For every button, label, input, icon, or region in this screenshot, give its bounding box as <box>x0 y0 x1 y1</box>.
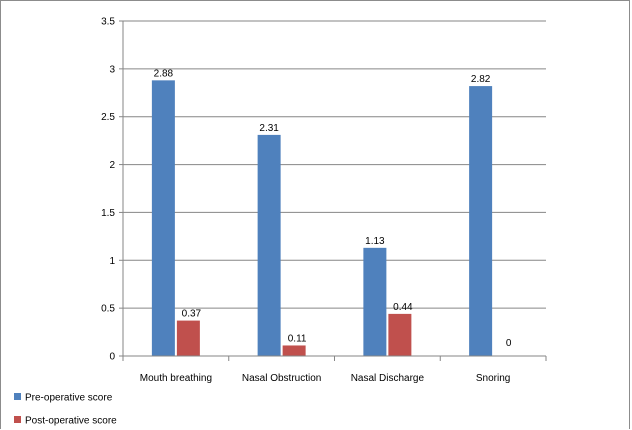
data-label: 2.31 <box>259 123 279 134</box>
bar <box>469 86 493 356</box>
data-label: 0.44 <box>393 302 413 313</box>
data-label: 2.88 <box>154 68 174 79</box>
data-label: 0 <box>506 338 512 349</box>
gridlines <box>123 20 546 309</box>
x-category-labels: Mouth breathing Nasal Obstruction Nasal Di… <box>140 373 511 384</box>
y-tick-label: 2.5 <box>101 112 115 123</box>
legend-label: Post-operative score <box>25 416 117 427</box>
bar <box>388 313 412 356</box>
legend: Pre-operative score Post-operative score <box>14 393 117 427</box>
legend-swatch <box>14 393 21 400</box>
y-tick-label: 0 <box>109 352 115 363</box>
y-tick-label: 1.5 <box>101 208 115 219</box>
bar <box>176 320 200 356</box>
data-label: 0.37 <box>182 309 202 320</box>
bar <box>151 80 175 356</box>
y-tick-label: 0.5 <box>101 304 115 315</box>
legend-label: Pre-operative score <box>25 393 113 404</box>
y-tick-label: 1 <box>109 256 115 267</box>
bar <box>257 134 281 356</box>
legend-swatch <box>14 416 21 423</box>
y-tick-label: 3.5 <box>101 17 115 28</box>
data-label: 0.11 <box>288 333 307 344</box>
bar <box>282 345 306 356</box>
x-category-label: Mouth breathing <box>140 373 212 384</box>
data-labels: 2.88 0.37 2.31 0.11 1.13 0.44 2.82 0 <box>154 68 512 349</box>
y-tick-labels: 0 0.5 1 1.5 2 2.5 3 3.5 <box>101 17 115 363</box>
bar <box>363 247 387 356</box>
y-tick-label: 2 <box>109 160 115 171</box>
y-tick-label: 3 <box>109 64 115 75</box>
x-category-label: Nasal Discharge <box>351 373 425 384</box>
x-category-label: Snoring <box>476 373 510 384</box>
bars <box>151 80 493 356</box>
data-label: 2.82 <box>471 74 491 85</box>
axes <box>119 20 547 361</box>
x-category-label: Nasal Obstruction <box>242 373 321 384</box>
data-label: 1.13 <box>365 236 385 247</box>
